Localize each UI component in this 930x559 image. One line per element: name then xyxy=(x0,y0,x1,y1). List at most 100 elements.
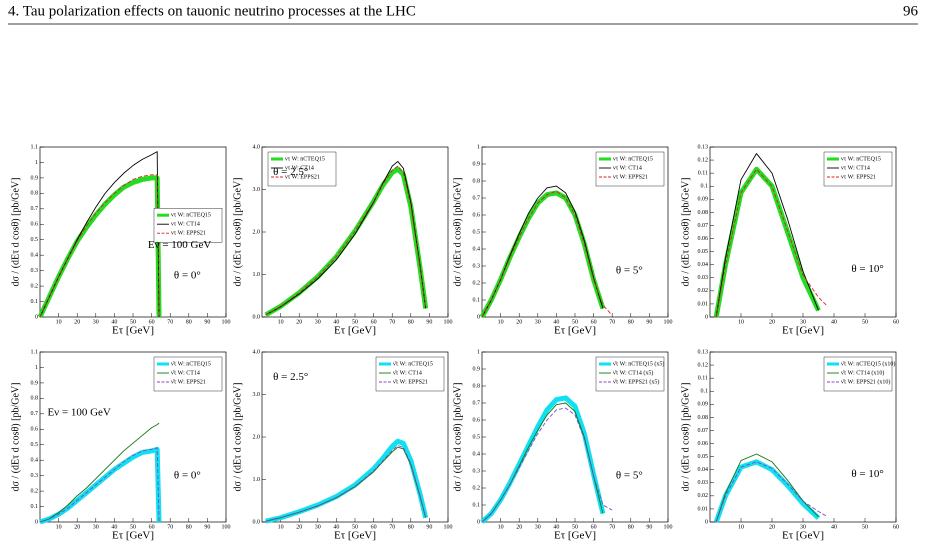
y-axis-label: dσ / (dEτ d cosθ) [pb/GeV] xyxy=(10,178,21,287)
y-tick-label: 0.9 xyxy=(31,380,39,386)
x-axis-label: Eτ [GeV] xyxy=(554,530,596,542)
x-axis-label: Eτ [GeV] xyxy=(334,530,376,542)
y-tick-label: 1 xyxy=(35,365,38,371)
y-tick-label: 0.9 xyxy=(31,175,39,181)
y-tick-label: 0 xyxy=(35,314,38,320)
y-tick-label: 3.0 xyxy=(253,187,261,193)
y-tick-label: 0 xyxy=(705,519,708,525)
x-tick-label: 30 xyxy=(800,524,806,530)
y-tick-label: 0.02 xyxy=(698,288,709,294)
legend-label: ντ W: CT14 xyxy=(613,165,642,171)
y-tick-label: 0.1 xyxy=(701,389,709,395)
y-tick-label: 0.6 xyxy=(473,212,481,218)
x-axis-label: Eτ [GeV] xyxy=(112,530,154,542)
series-line xyxy=(39,422,160,523)
legend-label: ν̄τ W: EPPS21 xyxy=(171,379,206,385)
y-tick-label: 0.04 xyxy=(698,262,709,268)
legend-label: ντ W: EPPS21 xyxy=(171,231,206,237)
y-tick-label: 0.6 xyxy=(473,417,481,423)
x-tick-label: 10 xyxy=(278,524,284,530)
y-tick-label: 0.6 xyxy=(31,427,39,433)
x-tick-label: 30 xyxy=(535,319,541,325)
y-tick-label: 1.0 xyxy=(253,477,261,483)
y-tick-label: 0.8 xyxy=(31,191,39,197)
y-tick-label: 0.3 xyxy=(473,468,481,474)
y-tick-label: 0.4 xyxy=(31,253,39,259)
y-tick-label: 0.05 xyxy=(698,454,709,460)
x-tick-label: 40 xyxy=(111,319,117,325)
y-tick-label: 0.09 xyxy=(698,402,709,408)
y-tick-label: 0.01 xyxy=(698,301,709,307)
x-tick-label: 70 xyxy=(609,524,615,530)
x-tick-label: 90 xyxy=(204,524,210,530)
legend-label: ν̄τ W: nCTEQ15 xyxy=(393,361,433,367)
y-tick-label: 0.2 xyxy=(473,485,481,491)
x-tick-label: 90 xyxy=(426,524,432,530)
legend-label: ν̄τ W: nCTEQ15 (x5) xyxy=(613,360,664,367)
x-tick-label: 50 xyxy=(130,319,136,325)
x-tick-label: 80 xyxy=(186,524,192,530)
series-line xyxy=(265,165,427,316)
y-tick-label: 0 xyxy=(477,519,480,525)
x-tick-label: 80 xyxy=(186,319,192,325)
legend-label: ντ W: nCTEQ15 xyxy=(171,213,211,219)
annotation: θ = 0° xyxy=(174,270,201,282)
y-tick-label: 0.2 xyxy=(31,488,39,494)
x-tick-label: 70 xyxy=(167,524,173,530)
series-line xyxy=(39,174,160,318)
x-tick-label: 90 xyxy=(646,524,652,530)
x-tick-label: 90 xyxy=(646,319,652,325)
y-tick-label: 1 xyxy=(477,144,480,150)
y-tick-label: 0.1 xyxy=(31,504,39,510)
y-tick-label: 0.1 xyxy=(473,502,481,508)
y-tick-label: 0.3 xyxy=(473,263,481,269)
x-tick-label: 60 xyxy=(149,524,155,530)
y-tick-label: 0.08 xyxy=(698,415,709,421)
x-tick-label: 50 xyxy=(572,524,578,530)
y-tick-label: 0.01 xyxy=(698,506,709,512)
y-tick-label: 0.2 xyxy=(473,280,481,286)
x-tick-label: 80 xyxy=(408,319,414,325)
x-tick-label: 10 xyxy=(498,524,504,530)
series-line xyxy=(264,166,429,318)
y-tick-label: 0 xyxy=(35,519,38,525)
legend-label: ν̄τ W: EPPS21 (x5) xyxy=(613,378,659,385)
y-tick-label: 0 xyxy=(705,314,708,320)
x-tick-label: 50 xyxy=(130,524,136,530)
x-tick-label: 80 xyxy=(628,319,634,325)
y-tick-label: 0.2 xyxy=(31,283,39,289)
series-line xyxy=(481,185,604,318)
x-tick-label: 20 xyxy=(769,524,775,530)
legend-label: ντ W: EPPS21 xyxy=(841,174,876,180)
x-tick-label: 100 xyxy=(664,524,673,530)
x-tick-label: 10 xyxy=(56,319,62,325)
y-tick-label: 0.09 xyxy=(698,197,709,203)
series-line xyxy=(265,438,429,524)
x-tick-label: 20 xyxy=(516,319,522,325)
x-tick-label: 30 xyxy=(535,524,541,530)
y-tick-label: 0.07 xyxy=(698,428,709,434)
x-tick-label: 70 xyxy=(389,524,395,530)
y-tick-label: 0.08 xyxy=(698,210,709,216)
x-tick-label: 50 xyxy=(352,319,358,325)
y-tick-label: 0.02 xyxy=(698,493,709,499)
y-tick-label: 0.11 xyxy=(698,171,708,177)
series-line xyxy=(265,446,427,522)
legend-label: ντ W: nCTEQ15 xyxy=(285,156,325,162)
y-tick-label: 0.1 xyxy=(473,297,481,303)
y-tick-label: 0.06 xyxy=(698,236,709,242)
y-tick-label: 0.7 xyxy=(473,400,481,406)
y-tick-label: 0.03 xyxy=(698,275,709,281)
y-tick-label: 0.5 xyxy=(31,442,39,448)
y-tick-label: 0.4 xyxy=(31,458,39,464)
annotation: θ = 10° xyxy=(851,263,883,275)
x-tick-label: 100 xyxy=(444,319,453,325)
x-tick-label: 90 xyxy=(204,319,210,325)
y-tick-label: 0.03 xyxy=(698,480,709,486)
series-line xyxy=(715,153,819,318)
x-tick-label: 30 xyxy=(93,524,99,530)
annotation: θ = 10° xyxy=(851,468,883,480)
y-tick-label: 0.5 xyxy=(473,434,481,440)
running-header: 4. Tau polarization effects on tauonic n… xyxy=(8,3,416,19)
y-tick-label: 0.05 xyxy=(698,249,709,255)
